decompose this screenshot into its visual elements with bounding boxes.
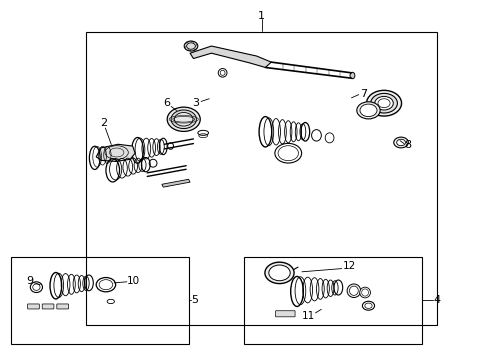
- Text: 10: 10: [127, 276, 140, 286]
- Text: 7: 7: [359, 89, 366, 99]
- Ellipse shape: [359, 287, 370, 298]
- Polygon shape: [96, 144, 135, 161]
- Text: 3: 3: [192, 98, 199, 108]
- Text: 6: 6: [163, 98, 170, 108]
- FancyBboxPatch shape: [28, 304, 39, 309]
- Ellipse shape: [346, 284, 360, 297]
- Ellipse shape: [359, 104, 376, 117]
- Ellipse shape: [184, 41, 198, 51]
- Text: 11: 11: [302, 311, 315, 321]
- Ellipse shape: [264, 262, 293, 284]
- Ellipse shape: [349, 286, 358, 296]
- Bar: [11, 257, 188, 344]
- Ellipse shape: [171, 110, 196, 129]
- Text: 8: 8: [404, 140, 410, 150]
- FancyBboxPatch shape: [275, 311, 294, 317]
- Ellipse shape: [396, 139, 405, 146]
- Bar: [244, 257, 421, 344]
- Ellipse shape: [361, 289, 368, 296]
- Ellipse shape: [174, 112, 193, 126]
- Ellipse shape: [356, 102, 379, 119]
- Text: 5: 5: [191, 295, 198, 305]
- Ellipse shape: [393, 137, 407, 148]
- FancyBboxPatch shape: [57, 304, 68, 309]
- Polygon shape: [162, 179, 190, 187]
- Text: 4: 4: [432, 295, 439, 305]
- Bar: [86, 32, 436, 325]
- Text: 2: 2: [100, 118, 107, 128]
- Polygon shape: [190, 46, 271, 67]
- Ellipse shape: [268, 265, 289, 281]
- Ellipse shape: [374, 96, 392, 110]
- Text: 9: 9: [26, 276, 33, 286]
- Ellipse shape: [167, 107, 200, 131]
- Ellipse shape: [366, 90, 401, 116]
- FancyBboxPatch shape: [42, 304, 54, 309]
- Ellipse shape: [370, 93, 397, 113]
- Text: 12: 12: [342, 261, 355, 271]
- Text: 1: 1: [258, 12, 264, 21]
- Ellipse shape: [349, 72, 354, 79]
